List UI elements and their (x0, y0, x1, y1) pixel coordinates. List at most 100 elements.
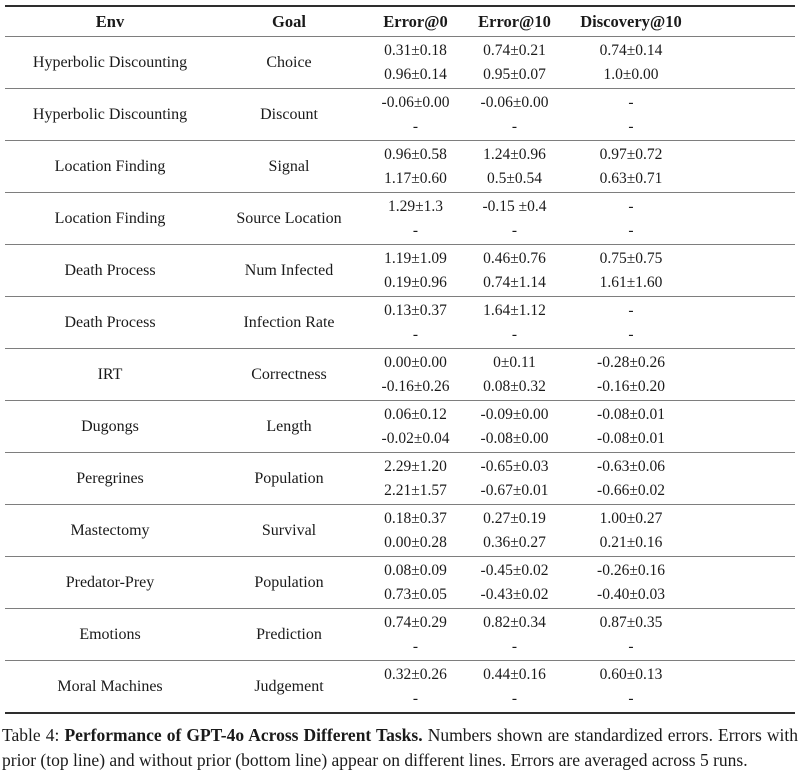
error0-cell: -0.06±0.00 - (363, 88, 468, 141)
value-with-prior: 0.82±0.34 (483, 613, 546, 631)
goal-cell: Correctness (215, 348, 363, 401)
header-row: Env Goal Error@0 Error@10 Discovery@10 (5, 5, 795, 37)
error0-cell: 0.96±0.58 1.17±0.60 (363, 140, 468, 193)
discovery10-cell: -0.26±0.16 -0.40±0.03 (561, 556, 701, 609)
table-row: Location Finding Signal 0.96±0.58 1.17±0.… (5, 140, 795, 193)
value-with-prior: - (628, 301, 634, 319)
value-without-prior: -0.40±0.03 (597, 585, 665, 603)
caption-label: Table 4: (2, 725, 65, 745)
goal-cell: Num Infected (215, 244, 363, 297)
error0-cell: 0.13±0.37 - (363, 296, 468, 349)
value-with-prior: 0.18±0.37 (384, 509, 447, 527)
value-without-prior: 0.74±1.14 (483, 273, 546, 291)
value-without-prior: 0.73±0.05 (384, 585, 447, 603)
env-cell: IRT (5, 348, 215, 401)
table-caption: Table 4: Performance of GPT-4o Across Di… (2, 723, 798, 773)
value-with-prior: -0.65±0.03 (480, 457, 549, 475)
table-row: Peregrines Population 2.29±1.20 2.21±1.57… (5, 452, 795, 505)
env-cell: Location Finding (5, 140, 215, 193)
env-cell: Mastectomy (5, 504, 215, 557)
discovery10-cell: -0.63±0.06 -0.66±0.02 (561, 452, 701, 505)
value-without-prior: -0.66±0.02 (597, 481, 665, 499)
error10-cell: 0.27±0.19 0.36±0.27 (468, 504, 561, 557)
spacer-cell (701, 36, 795, 89)
value-with-prior: -0.06±0.00 (381, 93, 450, 111)
env-cell: Dugongs (5, 400, 215, 453)
env-cell: Predator-Prey (5, 556, 215, 609)
error10-cell: 1.64±1.12 - (468, 296, 561, 349)
value-with-prior: 0.31±0.18 (384, 41, 447, 59)
spacer-cell (701, 556, 795, 609)
goal-cell: Discount (215, 88, 363, 141)
error10-cell: 0.44±0.16 - (468, 660, 561, 714)
value-with-prior: 0.46±0.76 (483, 249, 546, 267)
col-header-error10: Error@10 (468, 5, 561, 37)
value-without-prior: - (412, 117, 419, 135)
error10-cell: -0.09±0.00 -0.08±0.00 (468, 400, 561, 453)
error0-cell: 1.29±1.3 - (363, 192, 468, 245)
env-cell: Hyperbolic Discounting (5, 88, 215, 141)
discovery10-cell: -- (561, 192, 701, 245)
value-without-prior: -0.02±0.04 (381, 429, 450, 447)
value-without-prior: 0.95±0.07 (483, 65, 546, 83)
value-with-prior: 0.74±0.29 (384, 613, 447, 631)
value-without-prior: - (511, 117, 518, 135)
error10-cell: -0.65±0.03 -0.67±0.01 (468, 452, 561, 505)
table-row: Dugongs Length 0.06±0.12 -0.02±0.04 -0.09… (5, 400, 795, 453)
value-with-prior: 0.27±0.19 (483, 509, 546, 527)
value-without-prior: 0.19±0.96 (384, 273, 447, 291)
value-with-prior: -0.08±0.01 (597, 405, 665, 423)
env-cell: Hyperbolic Discounting (5, 36, 215, 89)
spacer-cell (701, 192, 795, 245)
value-without-prior: 0.96±0.14 (384, 65, 447, 83)
spacer-cell (701, 400, 795, 453)
value-without-prior: - (511, 221, 518, 239)
value-with-prior: -0.09±0.00 (480, 405, 549, 423)
value-without-prior: - (511, 325, 518, 343)
value-without-prior: -0.16±0.26 (381, 377, 450, 395)
table-row: IRT Correctness 0.00±0.00 -0.16±0.26 0±0.… (5, 348, 795, 401)
value-with-prior: 1.19±1.09 (384, 249, 447, 267)
error0-cell: 0.08±0.09 0.73±0.05 (363, 556, 468, 609)
spacer-cell (701, 608, 795, 661)
value-with-prior: -0.06±0.00 (480, 93, 549, 111)
value-without-prior: 0.21±0.16 (599, 533, 663, 551)
value-with-prior: 1.24±0.96 (483, 145, 546, 163)
value-with-prior: 0.96±0.58 (384, 145, 447, 163)
value-without-prior: - (628, 689, 634, 707)
table-row: Hyperbolic Discounting Discount -0.06±0.… (5, 88, 795, 141)
value-with-prior: -0.28±0.26 (597, 353, 665, 371)
table-row: Moral Machines Judgement 0.32±0.26 - 0.44… (5, 660, 795, 714)
value-with-prior: -0.45±0.02 (480, 561, 549, 579)
goal-cell: Population (215, 556, 363, 609)
error10-cell: 0±0.11 0.08±0.32 (468, 348, 561, 401)
value-without-prior: 0.36±0.27 (483, 533, 546, 551)
value-without-prior: 2.21±1.57 (384, 481, 447, 499)
discovery10-cell: 0.97±0.72 0.63±0.71 (561, 140, 701, 193)
value-without-prior: - (628, 117, 634, 135)
value-without-prior: -0.67±0.01 (480, 481, 549, 499)
value-without-prior: - (412, 221, 419, 239)
value-with-prior: 0.60±0.13 (599, 665, 663, 683)
error10-cell: 1.24±0.96 0.5±0.54 (468, 140, 561, 193)
value-without-prior: -0.43±0.02 (480, 585, 549, 603)
col-header-env: Env (5, 5, 215, 37)
env-cell: Peregrines (5, 452, 215, 505)
value-without-prior: 0.08±0.32 (483, 377, 546, 395)
caption-title: Performance of GPT-4o Across Different T… (64, 725, 423, 745)
value-without-prior: - (628, 325, 634, 343)
table-row: Death Process Num Infected 1.19±1.09 0.19… (5, 244, 795, 297)
goal-cell: Survival (215, 504, 363, 557)
goal-cell: Choice (215, 36, 363, 89)
value-without-prior: 1.61±1.60 (599, 273, 663, 291)
value-with-prior: 0.00±0.00 (384, 353, 447, 371)
discovery10-cell: 1.00±0.27 0.21±0.16 (561, 504, 701, 557)
table-row: Emotions Prediction 0.74±0.29 - 0.82±0.34… (5, 608, 795, 661)
value-without-prior: 0.00±0.28 (384, 533, 447, 551)
spacer-cell (701, 296, 795, 349)
error0-cell: 1.19±1.09 0.19±0.96 (363, 244, 468, 297)
value-with-prior: - (628, 197, 634, 215)
value-without-prior: - (412, 325, 419, 343)
goal-cell: Length (215, 400, 363, 453)
